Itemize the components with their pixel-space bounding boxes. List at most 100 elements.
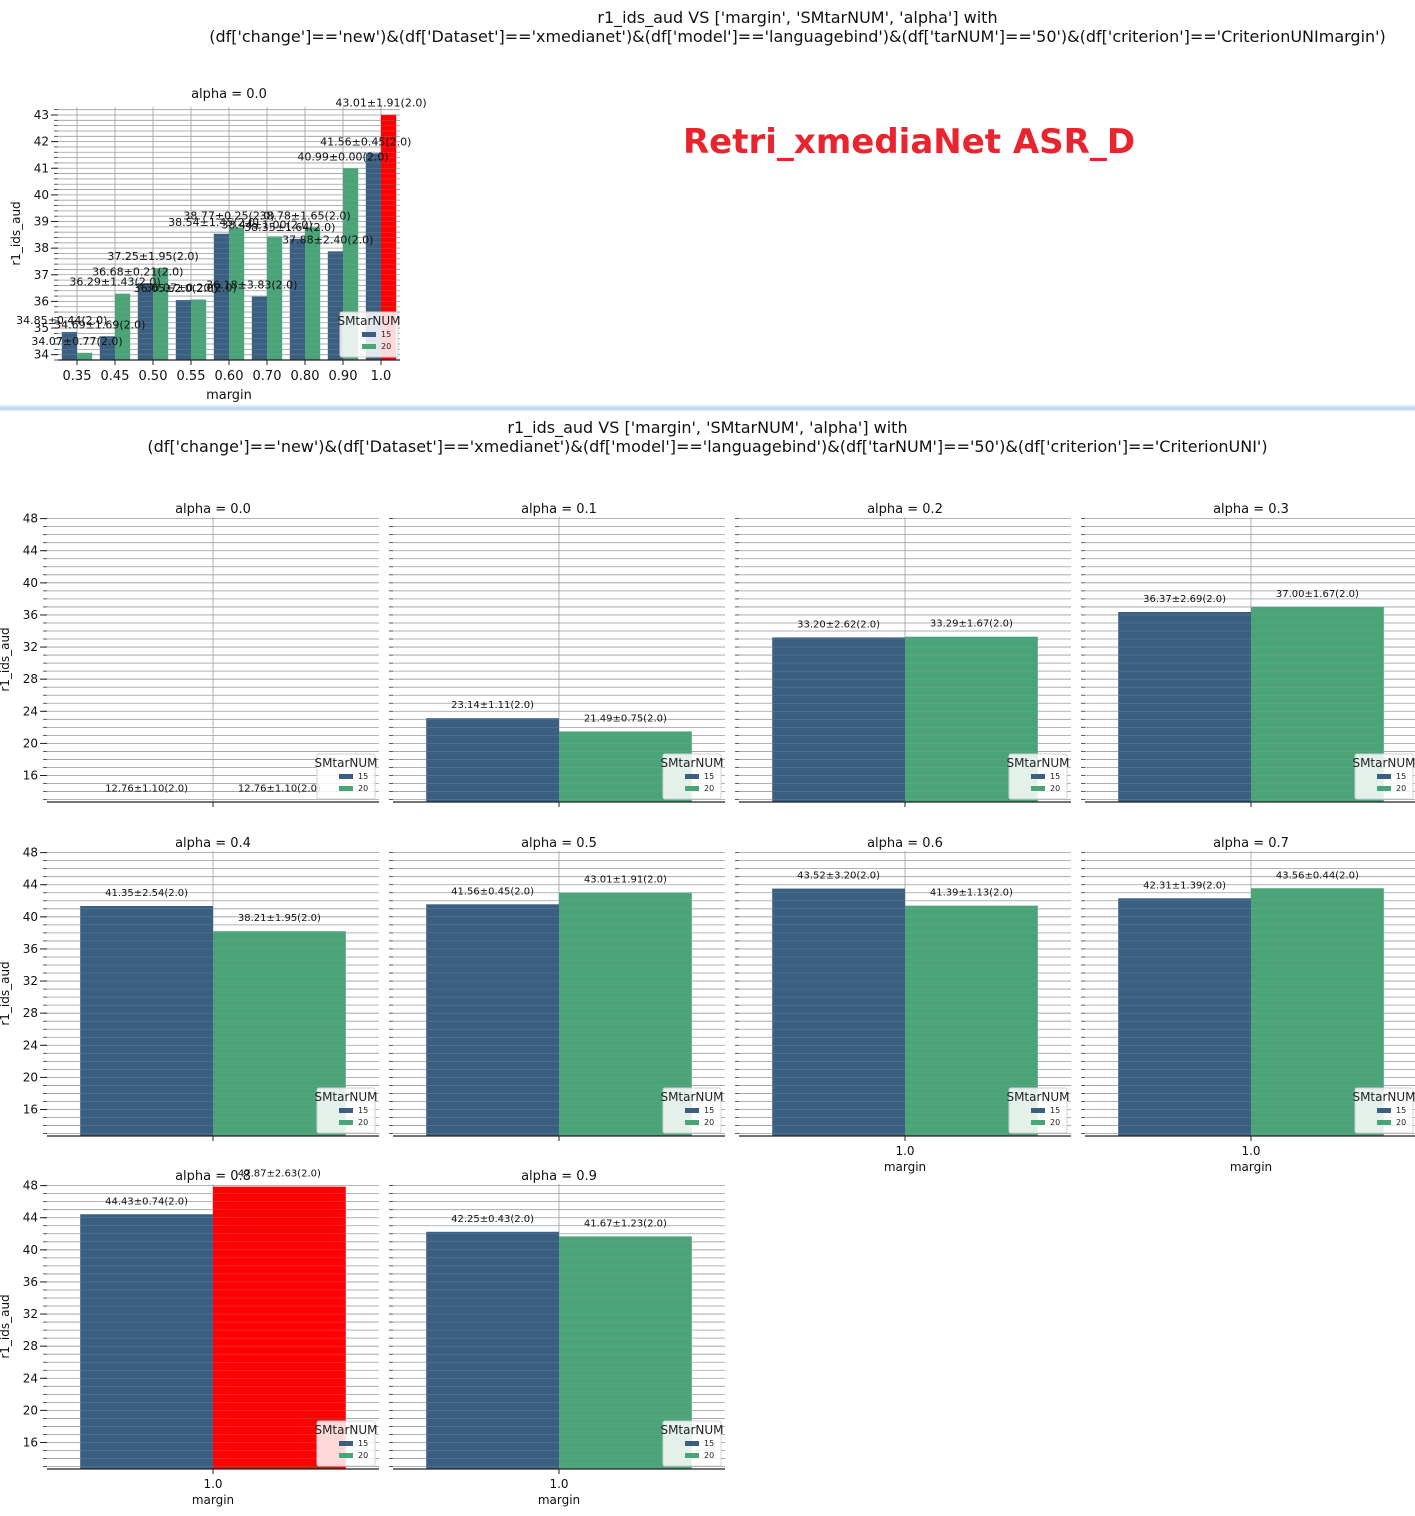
- y-tick-label: 38: [34, 241, 49, 255]
- y-tick-label: 36: [23, 1275, 38, 1289]
- legend-entry-20: 20: [1050, 784, 1060, 793]
- legend-swatch-15: [339, 1108, 353, 1113]
- x-tick-label: 0.90: [329, 369, 358, 384]
- legend-swatch-20: [1377, 786, 1391, 791]
- data-label: 36.07±0.20(2.0): [145, 282, 236, 295]
- y-tick-label: 40: [23, 576, 38, 590]
- y-axis-label: r1_ids_aud: [9, 201, 23, 265]
- legend-entry-20: 20: [358, 1451, 368, 1460]
- y-tick-label: 16: [23, 1436, 38, 1450]
- legend-swatch-15: [1031, 774, 1045, 779]
- x-tick-label: 0.80: [291, 369, 320, 384]
- bar-15: [772, 637, 905, 802]
- data-label: 43.01±1.91(2.0): [335, 97, 426, 110]
- legend-entry-20: 20: [1396, 1118, 1406, 1127]
- data-label: 12.76±1.10(2.0): [238, 784, 321, 795]
- data-label: 42.25±0.43(2.0): [451, 1214, 534, 1225]
- y-tick-label: 32: [23, 640, 38, 654]
- panel-title: alpha = 0.8: [175, 1169, 251, 1184]
- data-label: 43.52±3.20(2.0): [797, 871, 880, 882]
- data-label: 33.20±2.62(2.0): [797, 619, 880, 630]
- y-tick-label: 40: [23, 1243, 38, 1257]
- y-tick-label: 28: [23, 1339, 38, 1353]
- y-tick-label: 42: [34, 135, 49, 149]
- data-label: 38.44±1.00(2.0): [221, 218, 312, 231]
- bar-15: [80, 1214, 213, 1469]
- data-label: 34.69±1.69(2.0): [54, 318, 145, 331]
- legend-entry-20: 20: [1396, 784, 1406, 793]
- legend-swatch-20: [685, 1120, 699, 1125]
- y-tick-label: 44: [23, 1211, 38, 1225]
- data-label: 33.29±1.67(2.0): [930, 619, 1013, 630]
- y-tick-label: 24: [23, 704, 38, 718]
- data-label: 37.00±1.67(2.0): [1276, 589, 1359, 600]
- bar-20-0.50: [153, 268, 169, 360]
- y-tick-label: 32: [23, 974, 38, 988]
- y-tick-label: 41: [34, 161, 49, 175]
- bar-15-0.45: [99, 336, 115, 360]
- y-tick-label: 20: [23, 1070, 38, 1084]
- panel-title: alpha = 0.5: [521, 836, 597, 851]
- data-label: 43.01±1.91(2.0): [584, 875, 667, 886]
- legend-title: SMtarNUM: [1006, 1090, 1069, 1104]
- legend-swatch-20: [685, 786, 699, 791]
- data-label: 38.35±1.64(2.0): [244, 221, 335, 234]
- data-label: 36.29±1.43(2.0): [69, 276, 160, 289]
- bar-20-0.70: [267, 236, 283, 360]
- legend-title: SMtarNUM: [314, 1090, 377, 1104]
- y-tick-label: 37: [34, 268, 49, 282]
- y-axis-label: r1_ids_aud: [0, 961, 12, 1025]
- y-tick-label: 40: [23, 910, 38, 924]
- panel-title: alpha = 0.7: [1213, 836, 1289, 851]
- legend-title: SMtarNUM: [314, 1423, 377, 1437]
- legend-entry-20: 20: [358, 784, 368, 793]
- x-tick-label: 0.35: [63, 369, 92, 384]
- x-tick-label: 0.70: [253, 369, 282, 384]
- bar-15: [426, 1231, 559, 1469]
- legend-entry-15: 15: [1396, 772, 1406, 781]
- y-tick-label: 36: [23, 942, 38, 956]
- legend-swatch-20: [339, 786, 353, 791]
- legend-entry-15: 15: [381, 330, 391, 339]
- panel-title: alpha = 0.3: [1213, 502, 1289, 517]
- y-tick-label: 24: [23, 1371, 38, 1385]
- legend-entry-20: 20: [1050, 1118, 1060, 1127]
- data-label: 37.25±1.95(2.0): [107, 250, 198, 263]
- bar-15: [426, 904, 559, 1136]
- legend-entry-15: 15: [1050, 772, 1060, 781]
- bar-15-0.90: [327, 251, 343, 360]
- bar-15: [1118, 611, 1251, 802]
- x-axis-label: margin: [206, 388, 252, 403]
- data-label: 41.39±1.13(2.0): [930, 888, 1013, 899]
- bar-15: [772, 888, 905, 1136]
- legend-title: SMtarNUM: [1352, 1090, 1415, 1104]
- y-tick-label: 28: [23, 1006, 38, 1020]
- x-tick-label: 0.60: [215, 369, 244, 384]
- legend-swatch-15: [685, 774, 699, 779]
- bar-15-0.70: [251, 296, 267, 360]
- legend-swatch-15: [1031, 1108, 1045, 1113]
- y-axis-label: r1_ids_aud: [0, 1294, 12, 1358]
- y-tick-label: 20: [23, 1403, 38, 1417]
- legend-title: SMtarNUM: [660, 1423, 723, 1437]
- legend-swatch-20: [339, 1120, 353, 1125]
- panel-title: alpha = 0.0: [175, 502, 251, 517]
- data-label: 43.56±0.44(2.0): [1276, 870, 1359, 881]
- data-label: 36.37±2.69(2.0): [1143, 594, 1226, 605]
- legend-title: SMtarNUM: [660, 756, 723, 770]
- chart-title-top: r1_ids_aud VS ['margin', 'SMtarNUM', 'al…: [209, 8, 1386, 46]
- panel-title: alpha = 0.6: [867, 836, 943, 851]
- y-tick-label: 20: [23, 736, 38, 750]
- legend-entry-15: 15: [358, 1439, 368, 1448]
- legend-entry-15: 15: [704, 772, 714, 781]
- y-tick-label: 35: [34, 321, 49, 335]
- legend-title: SMtarNUM: [1352, 756, 1415, 770]
- legend-swatch-15: [685, 1441, 699, 1446]
- panel-title: alpha = 0.9: [521, 1169, 597, 1184]
- bar-20-0.60: [229, 227, 245, 360]
- overlay-label: Retri_xmediaNet ASR_D: [683, 122, 1136, 162]
- panel-title: alpha = 0.1: [521, 502, 597, 517]
- x-axis-label: margin: [884, 1160, 926, 1174]
- legend-entry-20: 20: [704, 1451, 714, 1460]
- y-tick-label: 48: [23, 846, 38, 860]
